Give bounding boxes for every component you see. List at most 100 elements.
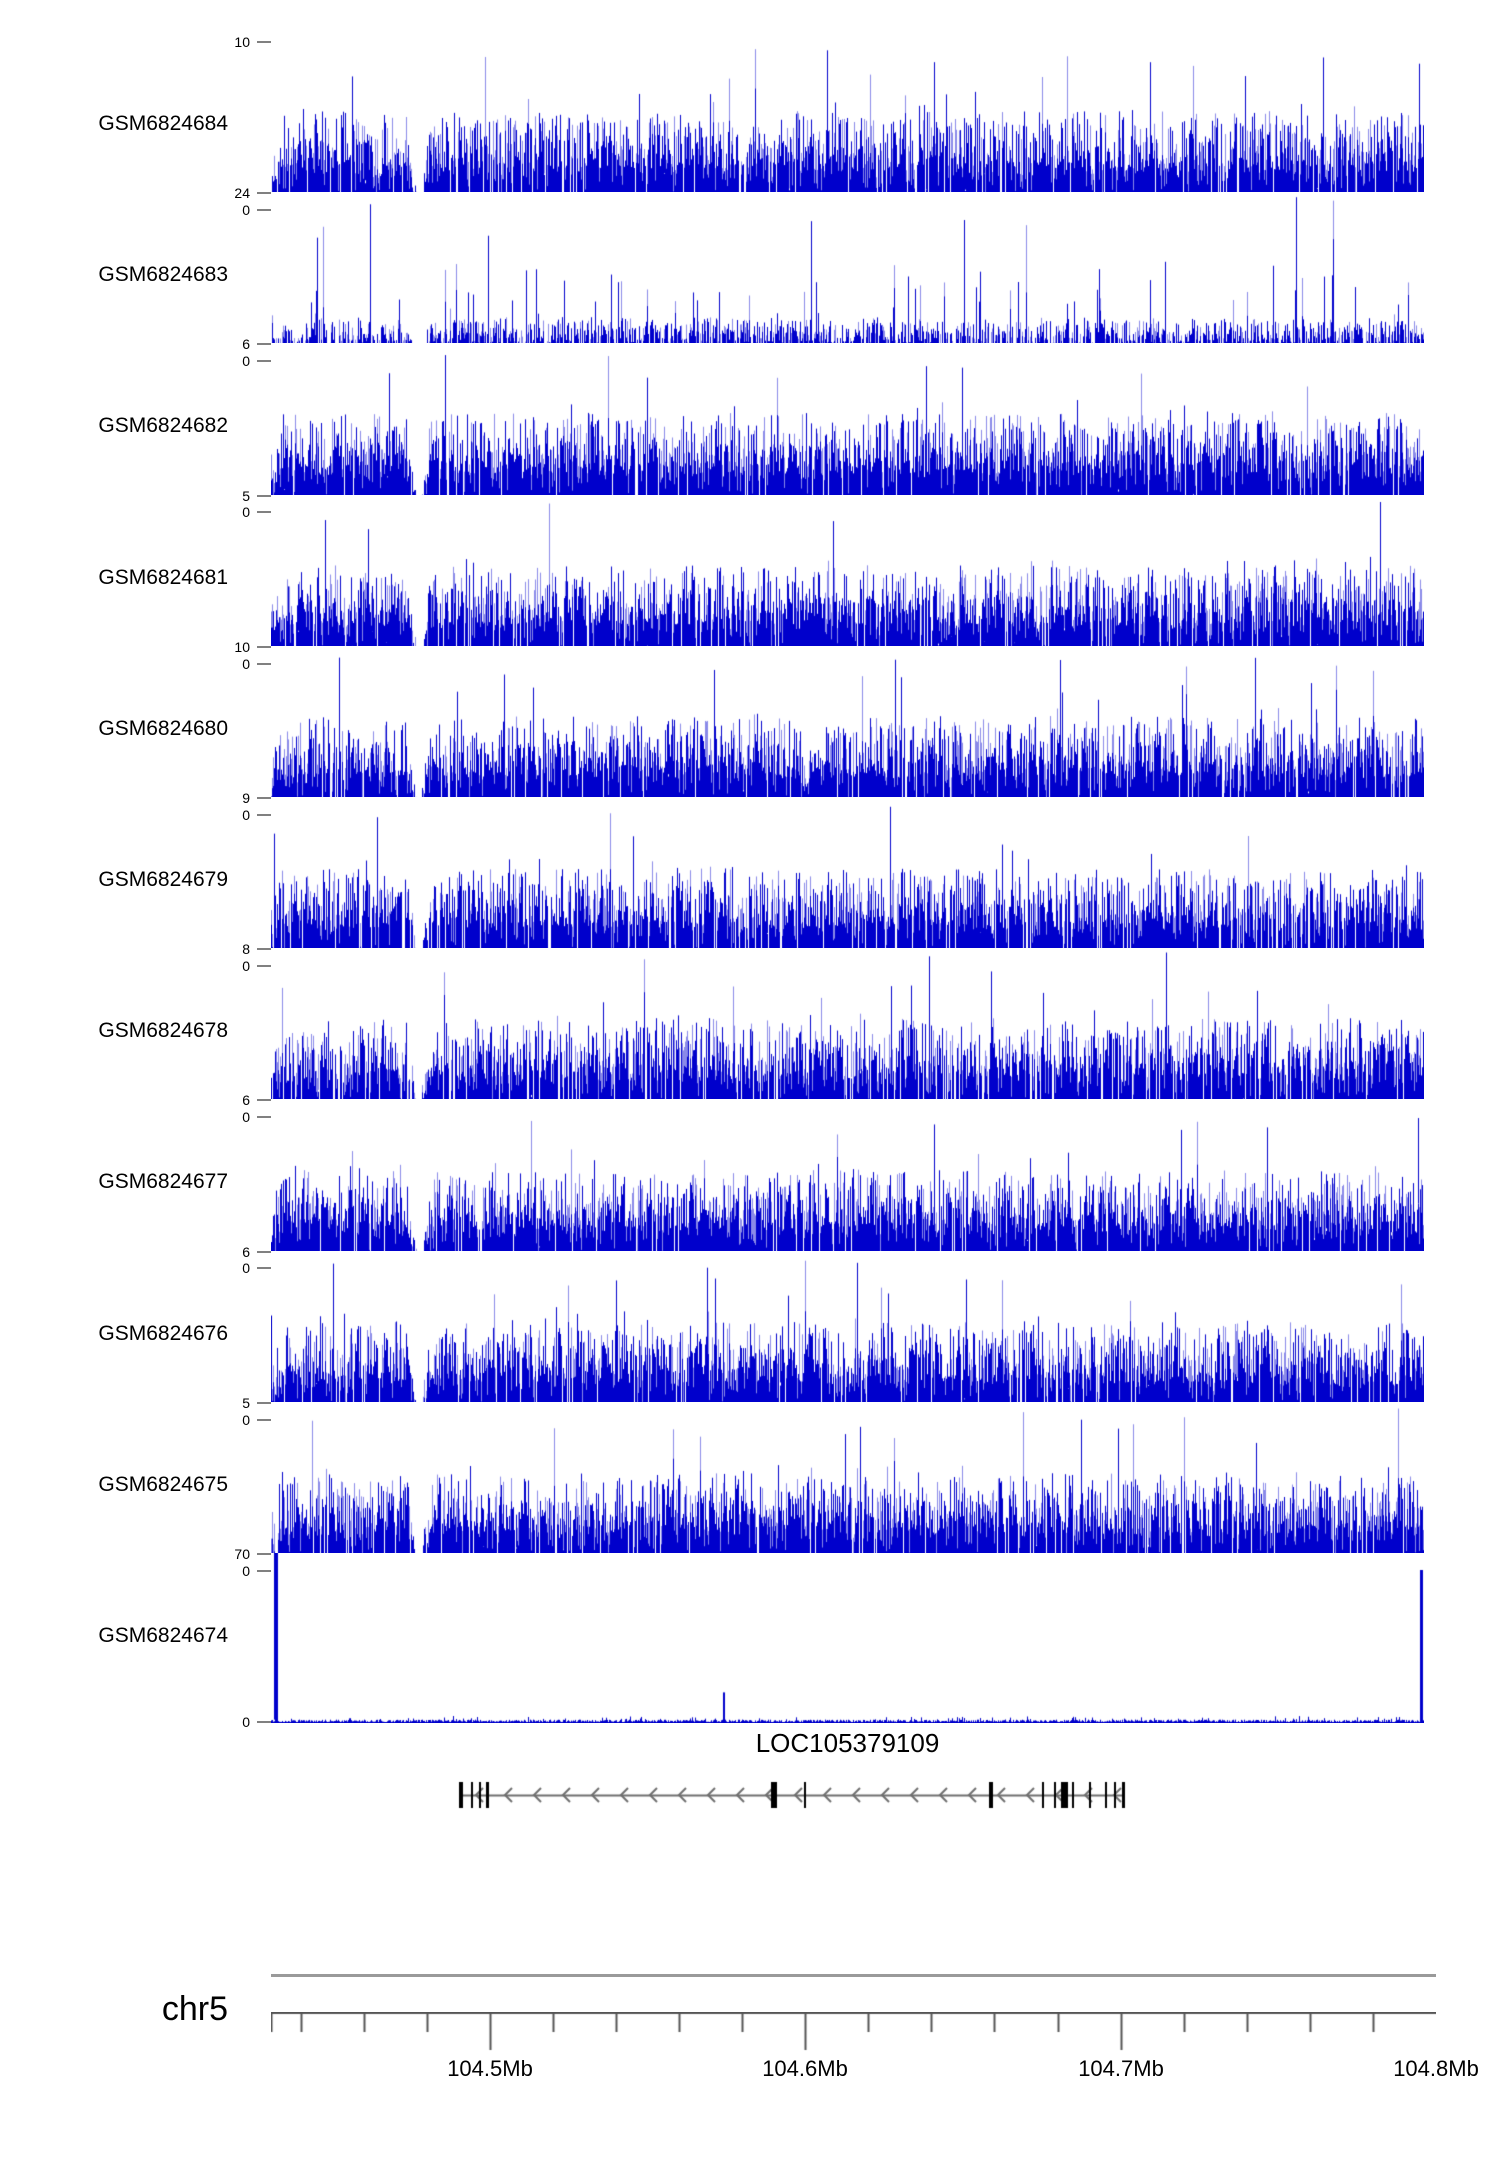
- y-axis-min-label: 0: [242, 1563, 250, 1579]
- y-axis-tick-top: [257, 192, 271, 194]
- track-y-axis: 10 0: [232, 640, 273, 822]
- y-axis-min-label: 0: [242, 353, 250, 369]
- y-axis-tick-top: [257, 1251, 271, 1253]
- y-axis-tick-top: [257, 948, 271, 950]
- chromosome-ideogram-bar: [271, 1974, 1436, 1977]
- y-axis-tick-bottom: [257, 663, 271, 665]
- y-axis-max-label: 10: [234, 639, 250, 655]
- y-axis-tick-top: [257, 797, 271, 799]
- coverage-canvas: [271, 1402, 1424, 1572]
- genome-axis-ruler[interactable]: 104.5Mb 104.6Mb 104.7Mb 104.8Mb: [271, 2012, 1479, 2112]
- track-label-gsm6824679: GSM6824679: [98, 868, 228, 891]
- coverage-plot-area[interactable]: [271, 1402, 1424, 1572]
- ruler-tick-label: 104.8Mb: [1393, 2056, 1479, 2081]
- y-axis-min-label: 0: [242, 1412, 250, 1428]
- track-label-gsm6824675: GSM6824675: [98, 1473, 228, 1496]
- coverage-plot-area[interactable]: [271, 1099, 1424, 1269]
- coverage-track[interactable]: GSM6824684 10 0: [0, 35, 1500, 217]
- y-axis-tick-bottom: [257, 814, 271, 816]
- y-axis-max-label: 5: [242, 488, 250, 504]
- y-axis-tick-top: [257, 41, 271, 43]
- y-axis-tick-top: [257, 1402, 271, 1404]
- y-axis-tick-bottom: [257, 1419, 271, 1421]
- coverage-track[interactable]: GSM6824676 6 0: [0, 1245, 1500, 1427]
- y-axis-max-label: 5: [242, 1395, 250, 1411]
- track-label-gsm6824674: GSM6824674: [98, 1624, 228, 1647]
- coverage-track[interactable]: GSM6824683 24 0: [0, 186, 1500, 368]
- coverage-canvas: [271, 797, 1424, 967]
- coverage-plot-area[interactable]: [271, 797, 1424, 967]
- y-axis-tick-bottom: [257, 511, 271, 513]
- ruler-tick-label: 104.5Mb: [447, 2056, 533, 2081]
- coverage-track[interactable]: GSM6824679 9 0: [0, 791, 1500, 973]
- y-axis-min-label: 0: [242, 202, 250, 218]
- y-axis-max-label: 10: [234, 34, 250, 50]
- track-label-gsm6824676: GSM6824676: [98, 1322, 228, 1345]
- y-axis-tick-bottom: [257, 1721, 271, 1723]
- y-axis-min-label: 0: [242, 656, 250, 672]
- gene-model-canvas: [271, 1772, 1424, 1818]
- y-axis-min-label: 0: [242, 958, 250, 974]
- coverage-canvas: [271, 495, 1424, 665]
- coverage-canvas: [271, 1099, 1424, 1269]
- coverage-track[interactable]: GSM6824682 6 0: [0, 337, 1500, 519]
- coverage-canvas: [271, 343, 1424, 513]
- y-axis-min-label: 0: [242, 1109, 250, 1125]
- y-axis-tick-top: [257, 1553, 271, 1555]
- coverage-track[interactable]: GSM6824680 10 0: [0, 640, 1500, 822]
- ruler-tick-label: 104.6Mb: [762, 2056, 848, 2081]
- coverage-canvas: [271, 1553, 1424, 1723]
- track-y-axis: 24 0: [232, 186, 273, 368]
- coverage-plot-area[interactable]: [271, 1251, 1424, 1421]
- ruler-tick-label: 104.7Mb: [1078, 2056, 1164, 2081]
- coverage-plot-area[interactable]: [271, 343, 1424, 513]
- y-axis-max-label: 70: [234, 1546, 250, 1562]
- track-label-gsm6824684: GSM6824684: [98, 112, 228, 135]
- ruler-canvas: [271, 2012, 1436, 2058]
- y-axis-tick-bottom: [257, 360, 271, 362]
- chromosome-label: chr5: [161, 1990, 228, 2028]
- coverage-canvas: [271, 41, 1424, 211]
- coverage-plot-area[interactable]: [271, 1553, 1424, 1723]
- y-axis-min-label: 0: [242, 504, 250, 520]
- coverage-track[interactable]: GSM6824678 8 0: [0, 942, 1500, 1124]
- gene-model-track[interactable]: [271, 1772, 1424, 1818]
- coverage-plot-area[interactable]: [271, 646, 1424, 816]
- y-axis-min-label: 0: [242, 807, 250, 823]
- track-label-gsm6824680: GSM6824680: [98, 717, 228, 740]
- y-axis-max-label: 6: [242, 1244, 250, 1260]
- y-axis-max-label: 9: [242, 790, 250, 806]
- y-axis-tick-bottom: [257, 965, 271, 967]
- track-label-gsm6824682: GSM6824682: [98, 414, 228, 437]
- gene-name-label: LOC105379109: [755, 1728, 940, 1758]
- y-axis-max-label: 8: [242, 941, 250, 957]
- coverage-track[interactable]: GSM6824677 6 0: [0, 1093, 1500, 1275]
- track-label-gsm6824677: GSM6824677: [98, 1170, 228, 1193]
- coverage-plot-area[interactable]: [271, 192, 1424, 362]
- y-axis-max-label: 6: [242, 336, 250, 352]
- y-axis-tick-bottom: [257, 1267, 271, 1269]
- coverage-track[interactable]: GSM6824675 5 0: [0, 1396, 1500, 1578]
- track-y-axis: 70 0: [232, 1547, 273, 1729]
- y-axis-min-label: 0: [242, 1714, 250, 1730]
- coverage-canvas: [271, 948, 1424, 1118]
- coverage-plot-area[interactable]: [271, 948, 1424, 1118]
- coverage-canvas: [271, 192, 1424, 362]
- y-axis-tick-top: [257, 495, 271, 497]
- coverage-track[interactable]: GSM6824681 5 0: [0, 489, 1500, 671]
- y-axis-tick-bottom: [257, 1116, 271, 1118]
- track-label-gsm6824683: GSM6824683: [98, 263, 228, 286]
- y-axis-tick-bottom: [257, 209, 271, 211]
- coverage-track[interactable]: GSM6824674 70 0: [0, 1547, 1500, 1729]
- coverage-plot-area[interactable]: [271, 495, 1424, 665]
- y-axis-tick-top: [257, 1099, 271, 1101]
- y-axis-tick-top: [257, 343, 271, 345]
- y-axis-max-label: 6: [242, 1092, 250, 1108]
- coverage-plot-area[interactable]: [271, 41, 1424, 211]
- y-axis-max-label: 24: [234, 185, 250, 201]
